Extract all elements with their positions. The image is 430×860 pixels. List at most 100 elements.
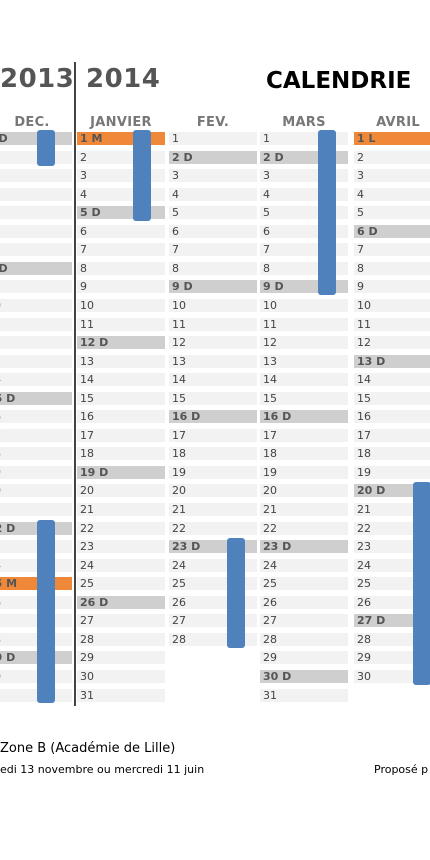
vacation-bar xyxy=(133,130,151,222)
day-cell: 11 xyxy=(260,317,348,331)
day-cell: 21 xyxy=(354,503,430,516)
day-cell: 12 D xyxy=(77,336,165,350)
day-cell: 25 M xyxy=(0,577,72,591)
day-cell: 30 xyxy=(0,669,72,683)
day-cell: 18 xyxy=(77,447,165,461)
day-cell: 13 xyxy=(260,354,348,368)
day-cell: 11 xyxy=(354,317,430,331)
month-header: AVRIL xyxy=(376,115,420,130)
day-cell: 15 xyxy=(169,391,257,405)
day-cell: 4 xyxy=(169,187,257,201)
day-cell: 8 xyxy=(77,261,165,275)
day-cell: 11 xyxy=(77,317,165,331)
day-cell: 30 xyxy=(354,669,430,683)
day-cell: 8 xyxy=(354,261,430,275)
day-cell: 21 xyxy=(77,503,165,516)
month-header: DEC. xyxy=(14,115,50,130)
day-cell: 14 xyxy=(169,373,257,387)
day-cell: 20 xyxy=(169,484,257,498)
day-cell: 26 xyxy=(354,595,430,609)
year-left: 2013 xyxy=(0,64,75,94)
day-cell: 3 xyxy=(169,169,257,183)
day-cell: 28 xyxy=(354,632,430,646)
day-cell: 28 xyxy=(77,632,165,646)
month-header: MARS xyxy=(282,115,326,130)
day-cell: 14 xyxy=(0,373,72,387)
day-cell: 26 xyxy=(260,595,348,609)
day-cell: 27 xyxy=(0,614,72,628)
day-cell: 7 xyxy=(0,243,72,257)
day-cell: 24 xyxy=(0,558,72,572)
day-cell: 4 xyxy=(77,187,165,201)
day-cell: 7 xyxy=(77,243,165,257)
day-cell: 10 xyxy=(260,298,348,312)
day-cell: 6 D xyxy=(354,224,430,238)
day-cell: 15 xyxy=(354,391,430,405)
day-cell: 17 xyxy=(169,428,257,442)
day-cell: 16 xyxy=(77,410,165,424)
day-cell: 9 xyxy=(354,280,430,294)
day-cell: 20 D xyxy=(354,484,430,498)
day-cell: 27 xyxy=(77,614,165,628)
day-cell: 24 xyxy=(77,558,165,572)
vacation-bar xyxy=(227,538,245,648)
day-cell: 21 xyxy=(0,503,72,516)
day-cell: 9 D xyxy=(169,280,257,294)
day-cell: 9 xyxy=(0,280,72,294)
day-cell: 3 xyxy=(354,169,430,183)
day-cell: 12 xyxy=(169,336,257,350)
day-cell: 12 xyxy=(354,336,430,350)
day-cell: 22 xyxy=(77,521,165,535)
day-cell: 1 xyxy=(169,132,257,145)
day-cell: 16 xyxy=(0,410,72,424)
day-cell: 10 xyxy=(354,298,430,312)
day-cell: 26 xyxy=(0,595,72,609)
day-cell: 29 D xyxy=(0,651,72,665)
day-cell: 23 xyxy=(77,540,165,554)
day-cell: 14 xyxy=(260,373,348,387)
day-cell: 22 xyxy=(260,521,348,535)
footer-credit: Proposé p xyxy=(374,763,429,776)
day-cell: 15 xyxy=(77,391,165,405)
day-cell: 17 xyxy=(77,428,165,442)
day-cell: 3 xyxy=(0,169,72,183)
zone-label: Zone B (Académie de Lille) xyxy=(0,741,176,756)
day-cell: 10 xyxy=(77,298,165,312)
footer-note: edi 13 novembre ou mercredi 11 juin xyxy=(0,763,205,776)
day-cell: 25 xyxy=(77,577,165,591)
day-cell: 16 D xyxy=(260,410,348,424)
day-cell: 31 xyxy=(260,688,348,702)
day-cell: 10 xyxy=(169,298,257,312)
day-cell: 7 xyxy=(169,243,257,257)
day-cell: 1 L xyxy=(354,132,430,145)
page-title: CALENDRIE xyxy=(266,68,412,94)
day-cell: 24 xyxy=(354,558,430,572)
day-cell: 12 xyxy=(0,336,72,350)
day-cell: 13 xyxy=(77,354,165,368)
day-cell: 12 xyxy=(260,336,348,350)
day-cell: 24 xyxy=(260,558,348,572)
day-cell: 1 M xyxy=(77,132,165,145)
day-cell: 19 xyxy=(169,465,257,479)
day-cell: 6 xyxy=(169,224,257,238)
day-cell: 10 xyxy=(0,298,72,312)
day-cell: 22 xyxy=(354,521,430,535)
year-right: 2014 xyxy=(86,64,161,94)
day-cell: 4 xyxy=(354,187,430,201)
day-cell: 16 xyxy=(354,410,430,424)
day-cell: 30 D xyxy=(260,669,348,683)
day-cell: 20 xyxy=(77,484,165,498)
day-cell: 19 xyxy=(260,465,348,479)
day-cell: 2 xyxy=(77,150,165,164)
day-cell: 26 D xyxy=(77,595,165,609)
day-cell: 5 xyxy=(169,206,257,220)
day-cell: 23 D xyxy=(260,540,348,554)
day-cell: 29 xyxy=(77,651,165,665)
day-cell: 17 xyxy=(354,428,430,442)
day-cell: 27 D xyxy=(354,614,430,628)
day-cell: 5 xyxy=(0,206,72,220)
day-cell: 6 xyxy=(77,224,165,238)
day-cell: 8 xyxy=(169,261,257,275)
day-cell: 22 xyxy=(169,521,257,535)
day-cell: 2 D xyxy=(169,150,257,164)
